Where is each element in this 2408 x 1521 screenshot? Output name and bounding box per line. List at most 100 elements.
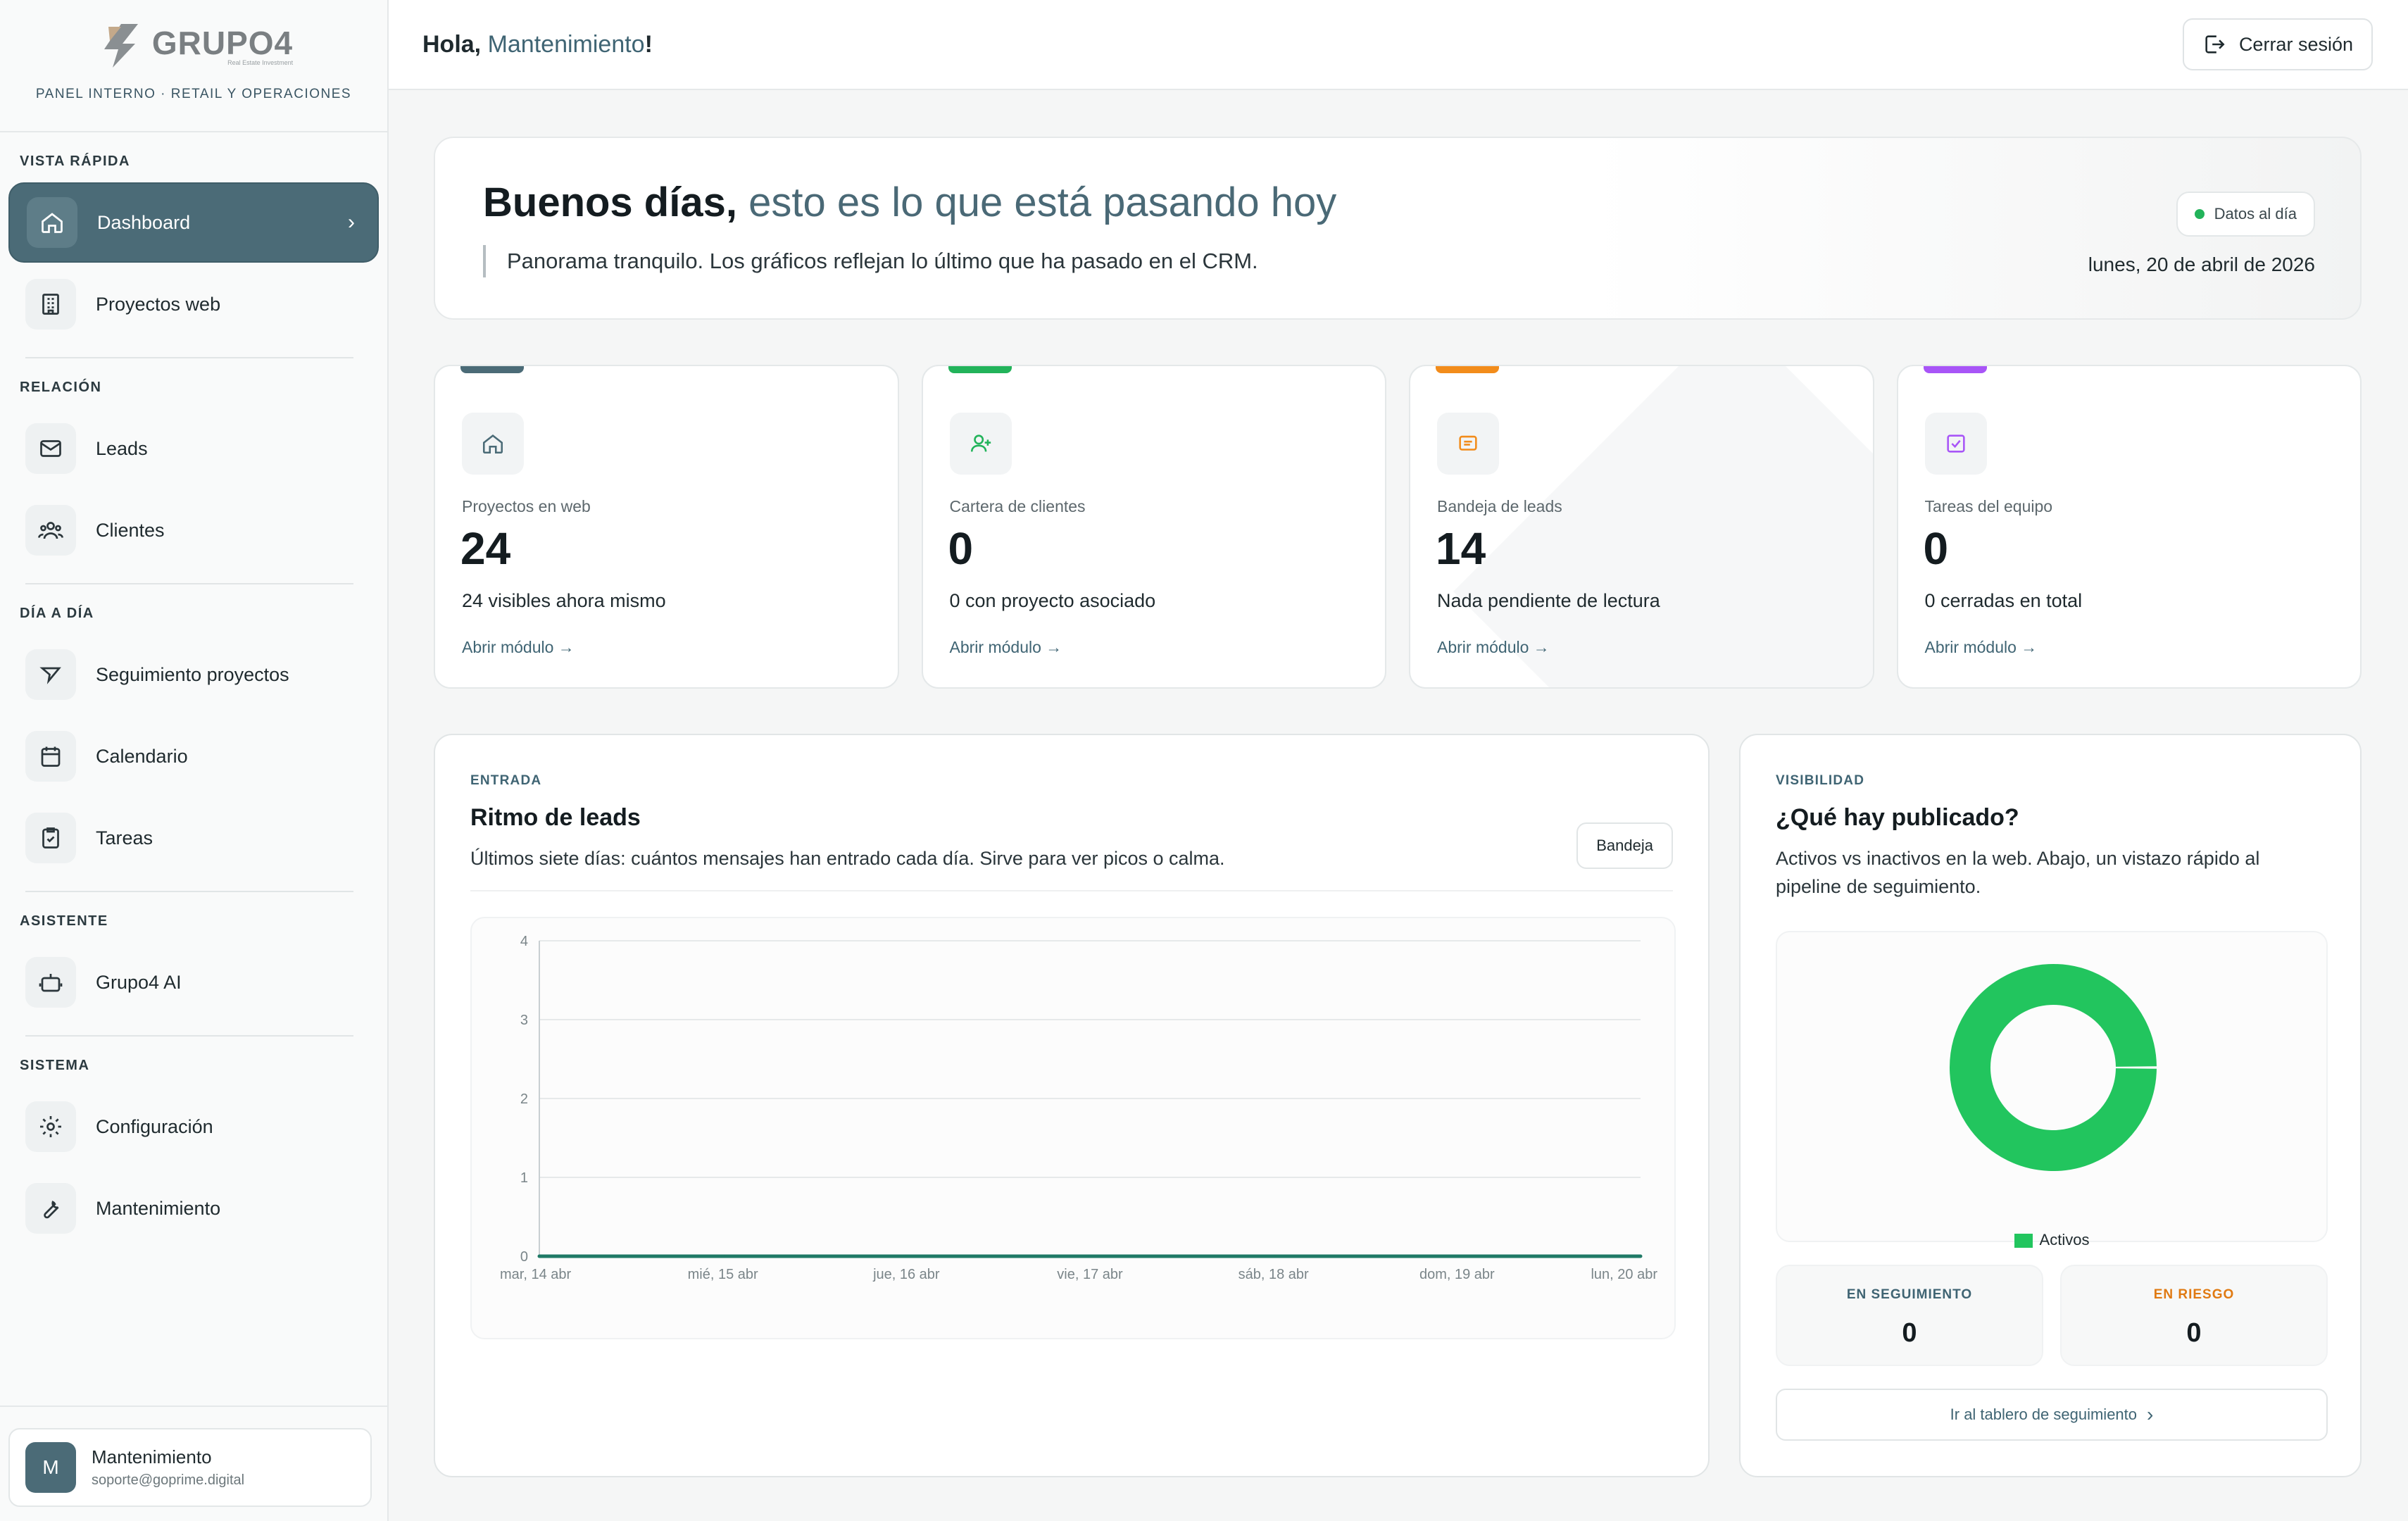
home-icon [462, 413, 524, 475]
panel-header: VISIBILIDAD ¿Qué hay publicado? Activos … [1776, 773, 2325, 901]
hero-title-bold: Buenos días, [483, 180, 737, 225]
tracking-label: EN SEGUIMIENTO [1846, 1287, 1973, 1302]
sidebar-item-configuracion[interactable]: Configuración [8, 1087, 379, 1167]
open-module-link[interactable]: Abrir módulo → [949, 638, 1062, 656]
section-title: RELACIÓN [20, 380, 102, 395]
nav-divider [25, 583, 353, 584]
x-tick-label: dom, 19 abr [1419, 1267, 1495, 1282]
leads-chart: 0 1 2 3 4 mar, 14 abr mié, 15 abr jue, 16 abr vi… [470, 917, 1676, 1339]
stat-description: Nada pendiente de lectura [1437, 590, 1660, 611]
sidebar-item-label: Dashboard [97, 211, 191, 233]
sidebar-item-label: Calendario [96, 745, 188, 767]
sidebar-item-label: Configuración [96, 1115, 213, 1137]
divider [0, 1406, 387, 1407]
panel-subtitle: Activos vs inactivos en la web. Abajo, u… [1776, 848, 2260, 897]
chevron-right-icon: › [348, 211, 355, 234]
users-icon [25, 505, 76, 556]
greeting-name: Mantenimiento [487, 30, 645, 58]
nav-divider [25, 357, 353, 358]
send-icon [25, 649, 76, 700]
nav-section-sistema: SISTEMA Configuración Mantenimiento [0, 1037, 387, 1248]
card-accent [460, 366, 524, 373]
sidebar-item-seguimiento-proyectos[interactable]: Seguimiento proyectos [8, 634, 379, 715]
data-point [1455, 1254, 1459, 1258]
nav-section-relacion: RELACIÓN Leads Clientes [0, 358, 387, 584]
sidebar-item-label: Seguimiento proyectos [96, 663, 289, 685]
stat-description: 24 visibles ahora mismo [462, 590, 666, 611]
panel-title: Ritmo de leads [470, 804, 641, 831]
donut-svg [1950, 964, 2157, 1171]
y-tick-label: 3 [520, 1013, 528, 1028]
section-title: VISTA RÁPIDA [20, 154, 130, 169]
section-title: SISTEMA [20, 1058, 90, 1073]
greeting: Hola, Mantenimiento! [422, 31, 653, 58]
section-title: DÍA A DÍA [20, 606, 94, 621]
data-point [1638, 1254, 1643, 1258]
data-point [721, 1254, 725, 1258]
section-title: ASISTENTE [20, 913, 108, 929]
sidebar-item-mantenimiento[interactable]: Mantenimiento [8, 1168, 379, 1248]
stat-label: Bandeja de leads [1437, 497, 1562, 515]
donut-legend: Activos [1777, 1231, 2326, 1249]
leads-chart-svg: 0 1 2 3 4 mar, 14 abr mié, 15 abr jue, 16 abr vi… [500, 934, 1657, 1282]
sidebar-item-calendario[interactable]: Calendario [8, 716, 379, 796]
gear-icon [25, 1101, 76, 1152]
data-point [904, 1254, 908, 1258]
stat-description: 0 cerradas en total [1924, 590, 2083, 611]
checkbox-icon [1924, 413, 1987, 475]
y-tick-label: 4 [520, 934, 528, 949]
stat-description: 0 con proyecto asociado [949, 590, 1156, 611]
open-module-link[interactable]: Abrir módulo → [1437, 638, 1550, 656]
sidebar-item-clientes[interactable]: Clientes [8, 490, 379, 570]
logout-button[interactable]: Cerrar sesión [2182, 18, 2373, 70]
hero-title-rest: esto es lo que está pasando hoy [736, 180, 1337, 225]
risk-label: EN RIESGO [2153, 1287, 2235, 1302]
y-tick-label: 1 [520, 1170, 528, 1186]
top-bar: Hola, Mantenimiento! Cerrar sesión [389, 0, 2408, 90]
sidebar-item-tareas[interactable]: Tareas [8, 798, 379, 878]
donut-slice-activos[interactable] [1950, 964, 2157, 1171]
open-module-link[interactable]: Abrir módulo → [1924, 638, 2038, 656]
home-icon [27, 197, 77, 248]
building-icon [25, 279, 76, 330]
nav-section-vista-rapida: VISTA RÁPIDA Dashboard › Proyectos web [0, 132, 387, 358]
stat-label: Proyectos en web [462, 497, 591, 515]
user-email: soporte@goprime.digital [92, 1472, 245, 1488]
open-module-link[interactable]: Abrir módulo → [462, 638, 575, 656]
bot-icon [25, 957, 76, 1008]
visibility-panel: VISIBILIDAD ¿Qué hay publicado? Activos … [1739, 734, 2362, 1477]
legend-swatch [2014, 1234, 2033, 1248]
sidebar-item-proyectos-web[interactable]: Proyectos web [8, 264, 379, 344]
sidebar-item-label: Leads [96, 437, 148, 459]
logo[interactable]: GRUPO4 Real Estate Investment [94, 20, 293, 70]
sidebar-item-grupo4-ai[interactable]: Grupo4 AI [8, 942, 379, 1022]
user-card[interactable]: M Mantenimiento soporte@goprime.digital [8, 1428, 372, 1507]
legend-label: Activos [2039, 1231, 2090, 1248]
status-dot-icon [2194, 209, 2205, 219]
hero-quote: Panorama tranquilo. Los gráficos refleja… [483, 245, 1258, 277]
badge-label: Datos al día [2214, 205, 2297, 223]
sidebar-item-leads[interactable]: Leads [8, 408, 379, 489]
stat-card-tareas[interactable]: Tareas del equipo 0 0 cerradas en total … [1896, 365, 2362, 689]
bandeja-button[interactable]: Bandeja [1576, 822, 1673, 869]
stat-card-leads[interactable]: Bandeja de leads 14 Nada pendiente de le… [1409, 365, 1874, 689]
stat-card-clientes[interactable]: Cartera de clientes 0 0 con proyecto aso… [921, 365, 1386, 689]
sidebar: GRUPO4 Real Estate Investment PANEL INTE… [0, 0, 389, 1521]
stat-card-proyectos[interactable]: Proyectos en web 24 24 visibles ahora mi… [434, 365, 899, 689]
sidebar-item-dashboard[interactable]: Dashboard › [8, 182, 379, 263]
stat-value: 0 [1923, 523, 1949, 574]
card-accent [1923, 366, 1987, 373]
sidebar-item-label: Grupo4 AI [96, 971, 182, 993]
brand-sub: Real Estate Investment [227, 59, 294, 66]
hero-title: Buenos días, esto es lo que está pasando… [483, 179, 1336, 226]
x-tick-label: sáb, 18 abr [1239, 1267, 1309, 1282]
panel-title: ¿Qué hay publicado? [1776, 804, 2019, 831]
logout-label: Cerrar sesión [2238, 33, 2353, 55]
tracking-board-link[interactable]: Ir al tablero de seguimiento › [1776, 1389, 2328, 1441]
donut-chart: Activos [1776, 931, 2328, 1248]
brand-tagline: PANEL INTERNO · RETAIL Y OPERACIONES [35, 87, 352, 101]
panel-eyebrow: ENTRADA [470, 773, 542, 788]
risk-stat: EN RIESGO 0 [2060, 1265, 2328, 1366]
card-accent [1436, 366, 1499, 373]
sidebar-item-label: Mantenimiento [96, 1197, 221, 1219]
